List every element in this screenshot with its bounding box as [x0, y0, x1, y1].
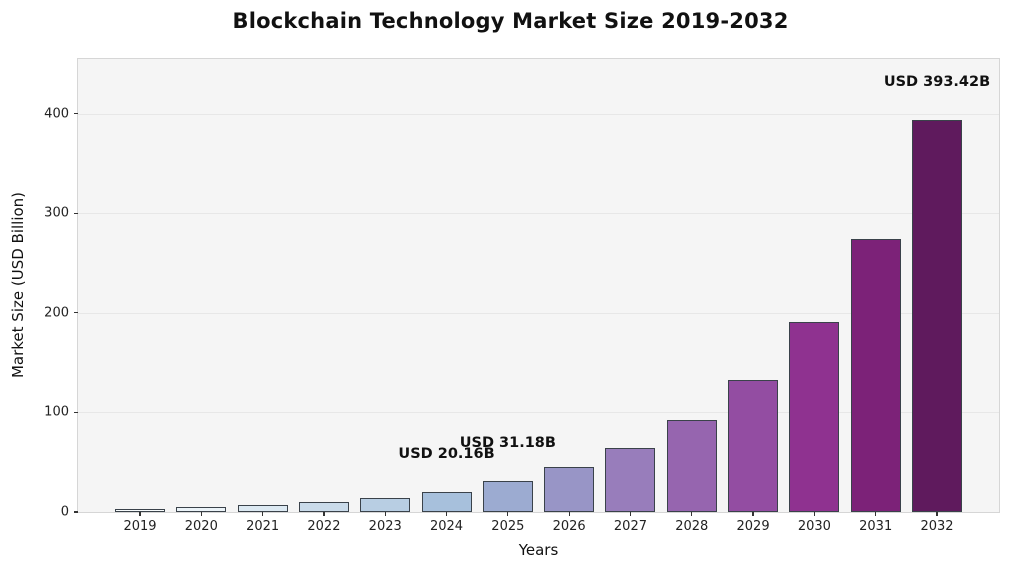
- bar-value-annotation: USD 20.16B: [398, 445, 495, 462]
- y-tick-label: 200: [44, 305, 69, 321]
- x-tick-label: 2024: [429, 519, 464, 534]
- y-tick-label: 100: [44, 404, 69, 420]
- y-tick-mark: [74, 511, 78, 513]
- gridline: [78, 312, 999, 314]
- x-tick-mark: [752, 512, 754, 516]
- x-tick-label: 2020: [184, 519, 218, 534]
- x-tick-mark: [445, 512, 448, 516]
- chart-title: Blockchain Technology Market Size 2019-2…: [232, 9, 789, 33]
- bar-2026: [544, 467, 595, 512]
- bar-2027: [605, 447, 656, 512]
- bar-2030: [789, 322, 840, 512]
- bar-2022: [298, 502, 349, 512]
- x-tick-mark: [568, 512, 570, 516]
- y-tick-label: 300: [44, 205, 69, 221]
- x-tick-mark: [384, 512, 386, 516]
- bar-2029: [728, 379, 779, 512]
- x-tick-label: 2021: [246, 519, 280, 534]
- x-axis-label: Years: [518, 541, 559, 559]
- x-tick-mark: [262, 512, 264, 516]
- y-tick-mark: [74, 411, 78, 414]
- bar-2024: [421, 491, 472, 512]
- x-tick-mark: [691, 512, 693, 516]
- x-tick-label: 2019: [123, 519, 157, 534]
- plot-area: 0 100 200 300 400 2019 2020 2021 2022 2023 2024 USD…: [44, 58, 1000, 534]
- y-tick-mark: [74, 312, 78, 314]
- y-axis-label: Market Size (USD Billion): [9, 191, 27, 379]
- bar-2031: [850, 239, 901, 512]
- bar-2025: [482, 480, 533, 512]
- y-tick-label: 0: [60, 504, 69, 520]
- gridline: [78, 213, 999, 215]
- x-tick-mark: [323, 512, 325, 516]
- x-tick-mark: [139, 512, 141, 516]
- gridline: [78, 113, 999, 115]
- y-tick-label: 400: [44, 106, 69, 122]
- bar-2023: [360, 498, 411, 512]
- x-tick-label: 2027: [613, 519, 647, 534]
- x-tick-label: 2032: [920, 519, 954, 534]
- x-tick-label: 2028: [675, 519, 709, 534]
- bar-2019: [115, 508, 165, 512]
- bar-2020: [176, 507, 227, 512]
- x-tick-label: 2026: [552, 519, 586, 534]
- x-tick-mark: [813, 512, 815, 516]
- x-tick-mark: [875, 512, 877, 516]
- bar-2032: [912, 120, 962, 512]
- x-tick-mark: [507, 512, 509, 516]
- x-tick-mark: [200, 512, 202, 516]
- bar-2028: [666, 420, 717, 512]
- x-tick-label: 2029: [736, 519, 770, 534]
- bar-2021: [237, 505, 288, 512]
- bar-value-annotation: USD 393.42B: [883, 74, 991, 91]
- x-tick-mark: [936, 512, 938, 516]
- x-tick-label: 2023: [368, 519, 402, 534]
- x-tick-mark: [629, 512, 632, 516]
- gridline: [78, 412, 999, 414]
- bar-value-annotation: USD 31.18B: [459, 434, 556, 451]
- x-tick-label: 2031: [859, 519, 893, 534]
- x-tick-label: 2022: [307, 519, 341, 534]
- y-tick-mark: [74, 212, 78, 214]
- y-tick-mark: [74, 113, 78, 115]
- x-tick-label: 2025: [491, 519, 525, 534]
- x-tick-label: 2030: [797, 519, 831, 534]
